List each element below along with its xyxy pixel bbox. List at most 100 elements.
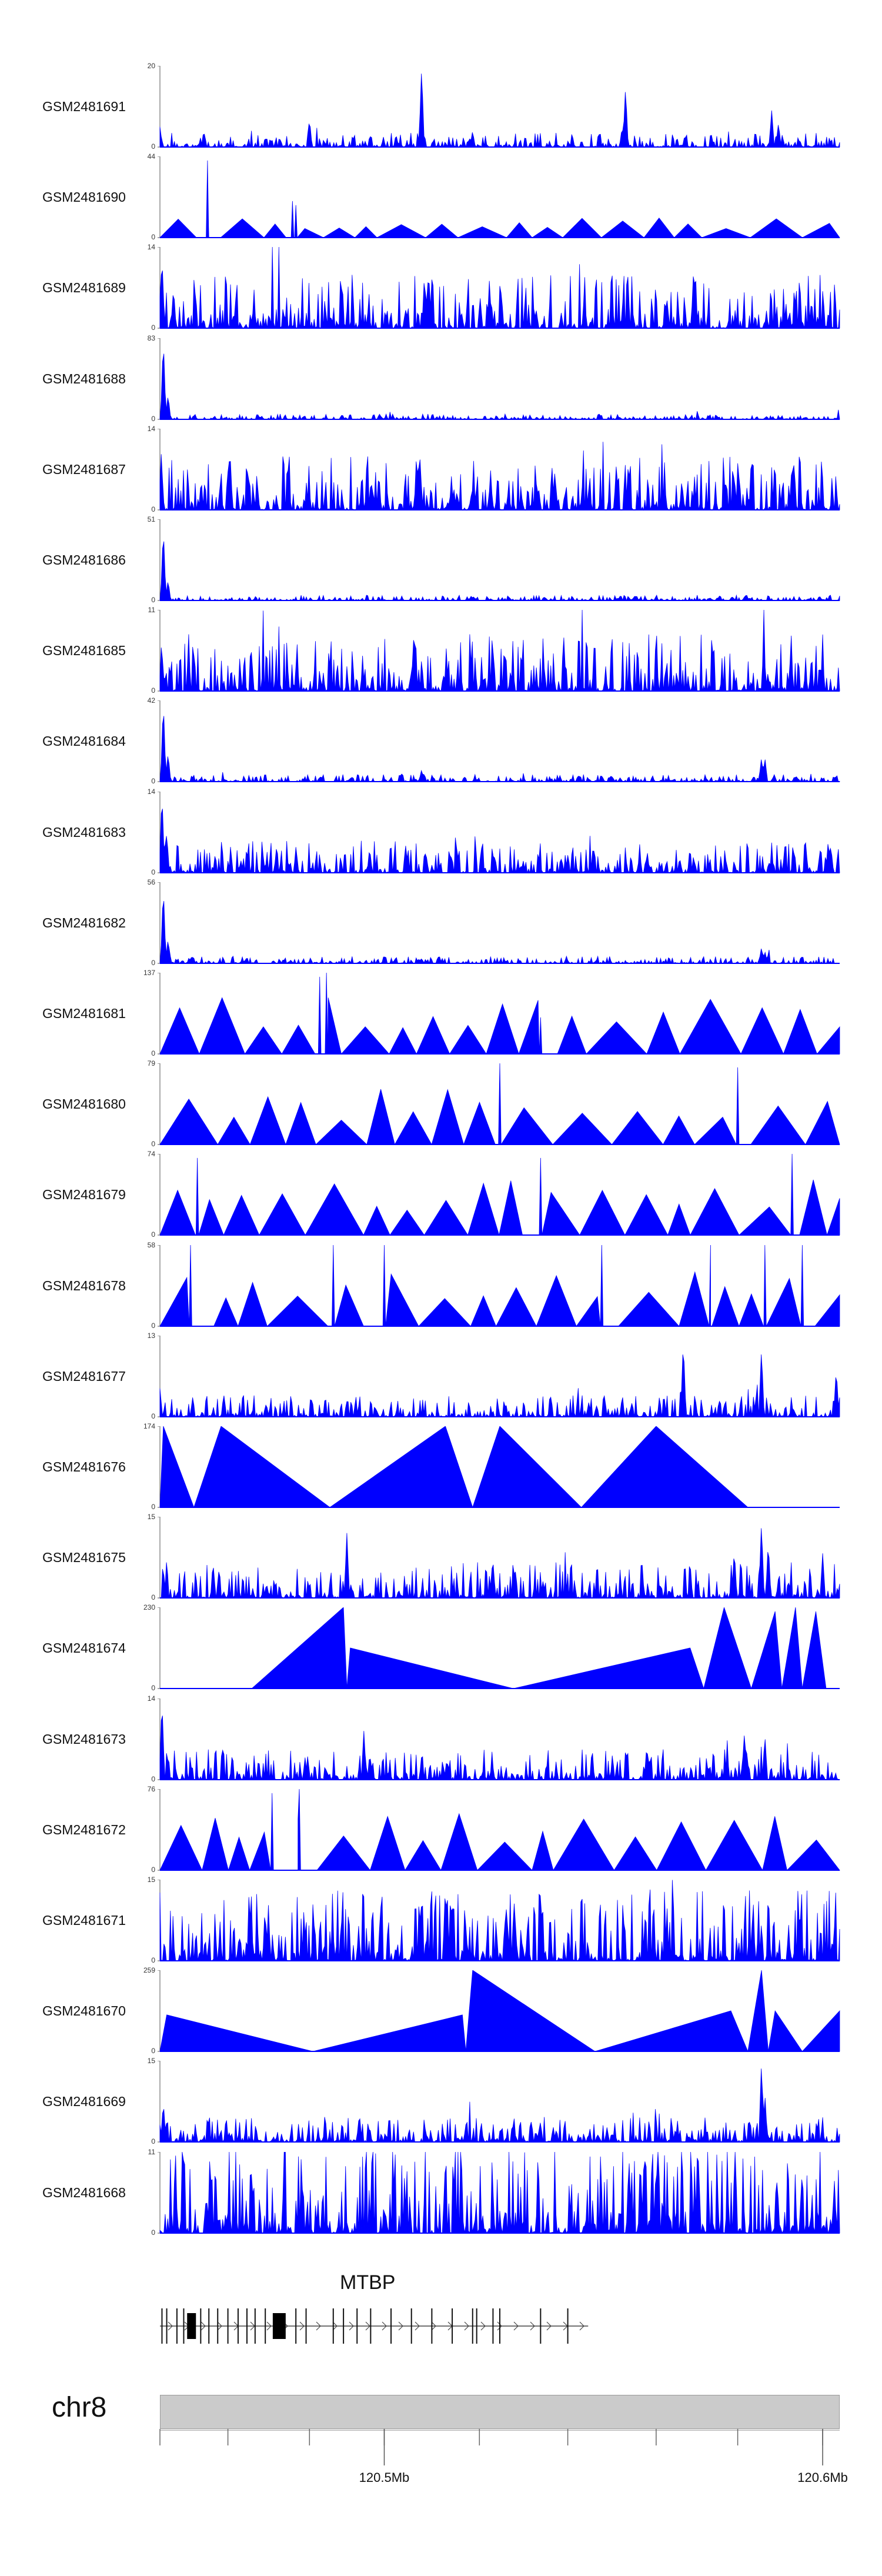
strand-arrow: [497, 2321, 502, 2331]
track-label: GSM2481687: [42, 461, 126, 477]
strand-arrow: [365, 2321, 370, 2331]
track-ymax-label: 42: [147, 696, 155, 705]
track-y-axis: [158, 1970, 161, 2052]
track-y-axis: [158, 156, 161, 238]
track-label: GSM2481676: [42, 1459, 126, 1474]
track-ymax-label: 13: [147, 1331, 155, 1340]
strand-arrow: [168, 2321, 173, 2331]
track-y-axis: [158, 882, 161, 964]
track-label: GSM2481684: [42, 733, 126, 749]
track-y-axis: [158, 1063, 161, 1145]
coverage-area: [159, 1528, 840, 1599]
track-ymin-label: 0: [151, 958, 155, 967]
coverage-area: [159, 2151, 840, 2234]
track-y-axis: [158, 1335, 161, 1417]
gene-name-label: MTBP: [340, 2271, 396, 2294]
track-ymin-label: 0: [151, 1865, 155, 1874]
track-ymax-label: 11: [148, 606, 155, 615]
chromosome-label: chr8: [52, 2392, 107, 2423]
coverage-area: [159, 161, 840, 239]
coverage-track-plot: [158, 791, 840, 874]
track-label: GSM2481682: [42, 915, 126, 930]
track-ymin-label: 0: [151, 1593, 155, 1602]
track-label: GSM2481683: [42, 824, 126, 840]
track-ymax-label: 20: [147, 62, 155, 70]
coverage-area: [159, 1715, 840, 1781]
track-ymin-label: 0: [151, 142, 155, 151]
chromosome-ideogram: [160, 2395, 840, 2429]
coverage-area: [159, 716, 840, 783]
track-ymax-label: 51: [147, 515, 155, 523]
track-label: GSM2481688: [42, 371, 126, 386]
track-label: GSM2481670: [42, 2003, 126, 2019]
track-ymax-label: 14: [147, 243, 155, 252]
strand-arrow: [217, 2321, 222, 2331]
coverage-area: [159, 1880, 840, 1962]
track-ymin-label: 0: [151, 323, 155, 332]
coverage-track-plot: [158, 973, 840, 1055]
track-ymin-label: 0: [151, 1956, 155, 1964]
coverage-track-plot: [158, 700, 840, 783]
coverage-area: [159, 1426, 749, 1509]
track-ymin-label: 0: [151, 1684, 155, 1693]
coverage-area: [159, 1354, 840, 1418]
coverage-area: [159, 541, 840, 602]
track-label: GSM2481680: [42, 1096, 126, 1112]
track-ymax-label: 83: [147, 333, 155, 342]
track-ymax-label: 79: [147, 1059, 155, 1068]
coverage-area: [159, 1970, 840, 2053]
track-y-axis: [158, 973, 161, 1055]
track-y-axis: [158, 66, 161, 148]
track-ymax-label: 15: [147, 1876, 155, 1884]
track-ymin-label: 0: [151, 2047, 155, 2056]
track-label: GSM2481691: [42, 99, 126, 114]
track-ymin-label: 0: [151, 1503, 155, 1511]
coverage-area: [159, 1788, 840, 1871]
track-y-axis: [158, 2061, 161, 2143]
track-ymin-label: 0: [151, 1230, 155, 1239]
track-ymax-label: 230: [143, 1603, 155, 1612]
strand-arrow: [431, 2321, 436, 2331]
track-ymin-label: 0: [151, 1412, 155, 1420]
coverage-track-plot: [158, 428, 840, 511]
track-ymax-label: 14: [147, 1694, 155, 1703]
coverage-track-plot: [158, 610, 840, 692]
track-ymin-label: 0: [151, 1774, 155, 1783]
coverage-track-plot: [158, 338, 840, 420]
track-ymax-label: 137: [143, 969, 155, 977]
track-ymin-label: 0: [151, 2137, 155, 2146]
track-ymax-label: 15: [147, 2057, 155, 2066]
coverage-track-plot: [158, 1426, 840, 1509]
strand-arrow: [530, 2321, 535, 2331]
coverage-track-plot: [158, 1970, 840, 2053]
track-label: GSM2481678: [42, 1277, 126, 1293]
coverage-track-plot: [158, 2151, 840, 2234]
track-label: GSM2481669: [42, 2094, 126, 2110]
track-label: GSM2481681: [42, 1006, 126, 1021]
track-ymin-label: 0: [151, 414, 155, 423]
track-ymax-label: 74: [147, 1150, 155, 1159]
coverage-tracks: GSM2481691 20 0 GSM2481690 44 0 GSM2481689 14 0 G…: [42, 62, 840, 2237]
track-y-axis: [158, 1154, 161, 1236]
coverage-area: [159, 1063, 840, 1146]
genomic-axis: 120.5Mb 120.6Mb: [0, 2429, 882, 2500]
track-y-axis: [158, 338, 161, 420]
track-label: GSM2481671: [42, 1913, 126, 1928]
track-y-axis: [158, 1244, 161, 1327]
track-y-axis: [158, 1788, 161, 1871]
coverage-track-plot: [158, 1517, 840, 1599]
coverage-track-plot: [158, 1335, 840, 1418]
coverage-track-plot: [158, 2061, 840, 2143]
track-label: GSM2481677: [42, 1368, 126, 1384]
strand-arrow: [349, 2321, 354, 2331]
track-label: GSM2481668: [42, 2184, 126, 2200]
track-ymin-label: 0: [151, 596, 155, 604]
track-label: GSM2481679: [42, 1187, 126, 1203]
track-ymin-label: 0: [151, 505, 155, 513]
track-y-axis: [158, 428, 161, 510]
track-ymax-label: 174: [143, 1422, 155, 1430]
exon-thick: [272, 2313, 286, 2339]
track-ymin-label: 0: [151, 1321, 155, 1330]
track-y-axis: [158, 1517, 161, 1599]
coverage-area: [159, 973, 840, 1055]
